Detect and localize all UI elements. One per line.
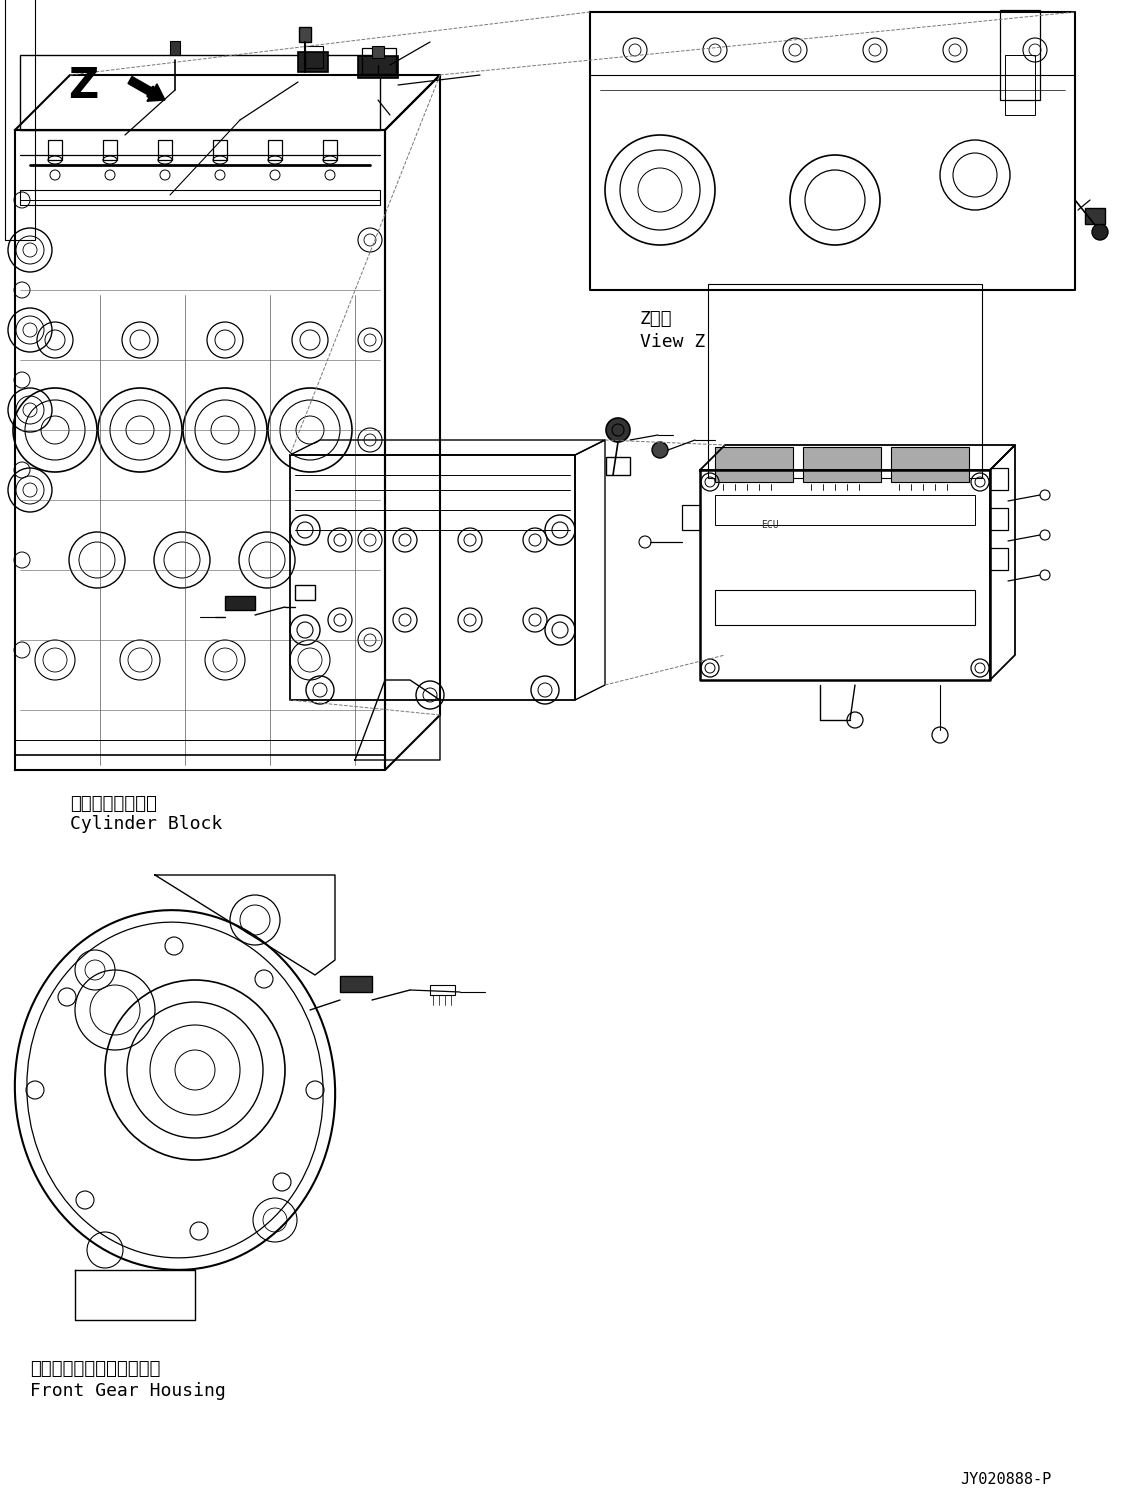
Bar <box>372 46 384 58</box>
Circle shape <box>606 418 630 442</box>
Circle shape <box>1092 224 1108 240</box>
Bar <box>295 585 315 600</box>
Bar <box>19 55 380 130</box>
Bar <box>362 48 396 75</box>
Bar <box>714 448 793 482</box>
Text: ECU: ECU <box>761 521 779 530</box>
Bar <box>299 27 311 42</box>
Bar <box>298 52 327 72</box>
Text: JY020888-P: JY020888-P <box>960 1473 1051 1488</box>
Bar <box>1005 55 1035 115</box>
Bar <box>990 468 1008 489</box>
Bar <box>891 448 969 482</box>
Bar <box>990 548 1008 570</box>
Bar <box>431 985 455 995</box>
Bar <box>48 140 62 160</box>
Bar <box>340 976 372 992</box>
Bar <box>990 507 1008 530</box>
Bar <box>158 140 172 160</box>
Bar <box>708 283 982 477</box>
Text: Cylinder Block: Cylinder Block <box>70 815 222 833</box>
Bar <box>358 57 398 78</box>
Bar <box>169 40 180 55</box>
Bar <box>1085 207 1105 224</box>
Text: シリンダブロック: シリンダブロック <box>70 795 157 813</box>
Bar <box>5 0 35 240</box>
Bar <box>714 495 976 525</box>
Bar <box>1000 10 1040 100</box>
Bar <box>305 46 323 69</box>
Bar <box>682 504 700 530</box>
Bar <box>226 595 255 610</box>
Text: フロントギヤーハウジング: フロントギヤーハウジング <box>30 1361 160 1379</box>
Bar <box>19 189 380 204</box>
Circle shape <box>652 442 668 458</box>
Text: Z　視: Z 視 <box>640 310 672 328</box>
Bar <box>714 589 976 625</box>
Bar <box>213 140 227 160</box>
Text: Z: Z <box>68 66 98 107</box>
Bar <box>323 140 337 160</box>
FancyArrow shape <box>128 76 165 101</box>
Bar <box>103 140 117 160</box>
Bar <box>606 457 630 474</box>
Text: Front Gear Housing: Front Gear Housing <box>30 1382 226 1399</box>
Bar <box>803 448 881 482</box>
Text: View Z: View Z <box>640 333 705 351</box>
Bar <box>268 140 282 160</box>
